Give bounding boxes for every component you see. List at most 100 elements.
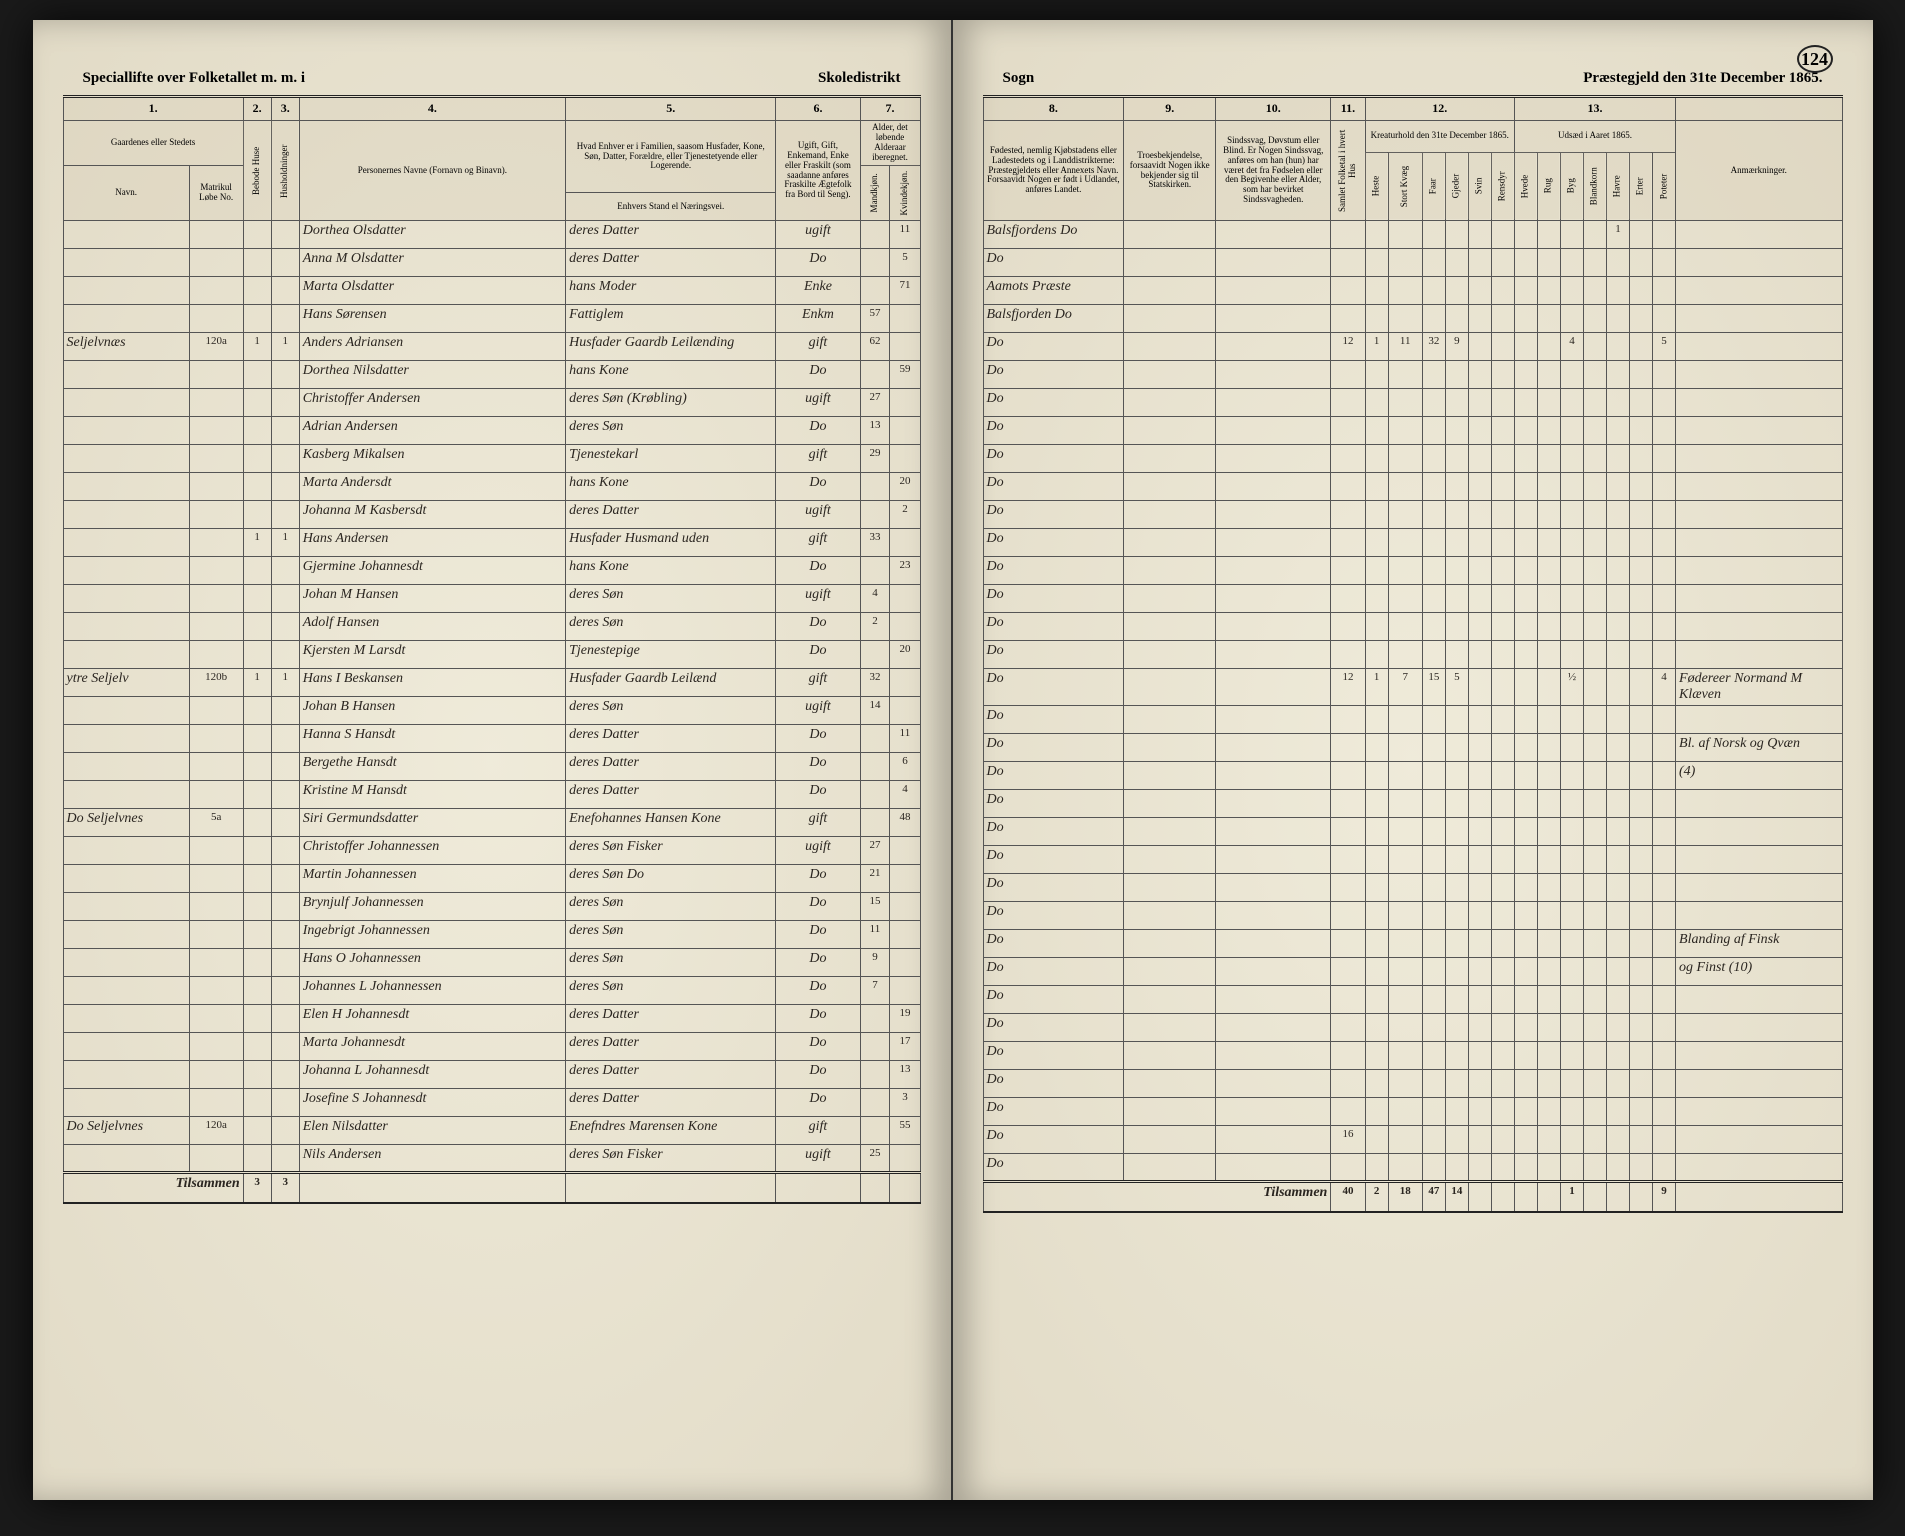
cell-popcount [1331,986,1365,1014]
cell-birthplace: Do [983,734,1124,762]
cell-sow-1 [1537,1042,1560,1070]
cell-faith [1124,333,1216,361]
cell-popcount [1331,221,1365,249]
cell-sow-0 [1514,1154,1537,1182]
cell-livestock-5 [1491,557,1514,585]
cell-sow-4 [1606,445,1629,473]
table-row: Dorthea Nilsdatterhans KoneDo59 [63,361,920,389]
cell-popcount: 16 [1331,1126,1365,1154]
cell-name: Johannes L Johannessen [299,977,565,1005]
cell-sow-0 [1514,1098,1537,1126]
cell-livestock-5 [1491,529,1514,557]
cell-remarks: Bl. af Norsk og Qvæn [1676,734,1842,762]
cell-houses [243,865,271,893]
cell-remarks: Fødereer Normand M Klæven [1676,669,1842,706]
cell-sow-1 [1537,305,1560,333]
col-label-houses: Bebode Huse [243,121,271,221]
col-num-9: 9. [1124,97,1216,121]
cell-livestock-5 [1491,874,1514,902]
cell-sow-0 [1514,874,1537,902]
cell-farm [63,1061,189,1089]
cell-livestock-1 [1388,557,1422,585]
cell-farm [63,305,189,333]
cell-households [271,1089,299,1117]
cell-relation: deres Datter [566,1089,776,1117]
cell-matno [189,389,243,417]
cell-sow-0 [1514,902,1537,930]
cell-livestock-2 [1422,221,1445,249]
table-row: Johanna L Johannesdtderes DatterDo13 [63,1061,920,1089]
cell-livestock-3 [1445,790,1468,818]
cell-name: Adrian Andersen [299,417,565,445]
cell-households [271,753,299,781]
cell-sow-2 [1560,1154,1583,1182]
cell-disabled [1216,706,1331,734]
cell-name: Johanna L Johannesdt [299,1061,565,1089]
cell-livestock-1 [1388,762,1422,790]
cell-remarks [1676,790,1842,818]
cell-sow-4 [1606,641,1629,669]
table-row: Kristine M Hansdtderes DatterDo4 [63,781,920,809]
rfoot-7 [1514,1182,1537,1212]
cell-name: Hans O Johannessen [299,949,565,977]
cell-marital: ugift [776,221,860,249]
cell-farm [63,1033,189,1061]
cell-birthplace: Balsfjordens Do [983,221,1124,249]
rfoot-9: 1 [1560,1182,1583,1212]
cell-sow-5 [1629,669,1652,706]
cell-age-f: 5 [890,249,920,277]
cell-birthplace: Do [983,669,1124,706]
cell-sow-2 [1560,818,1583,846]
cell-livestock-4 [1468,790,1491,818]
cell-sow-1 [1537,333,1560,361]
cell-birthplace: Do [983,501,1124,529]
cell-farm [63,389,189,417]
cell-livestock-1 [1388,641,1422,669]
cell-houses [243,1061,271,1089]
cell-livestock-1 [1388,529,1422,557]
cell-remarks [1676,249,1842,277]
cell-name: Christoffer Andersen [299,389,565,417]
rfoot-13: 9 [1653,1182,1676,1212]
cell-marital: ugift [776,837,860,865]
cell-livestock-3 [1445,249,1468,277]
table-row: Do [983,641,1842,669]
cell-livestock-5 [1491,762,1514,790]
cell-farm [63,893,189,921]
cell-birthplace: Do [983,445,1124,473]
cell-age-m [860,249,890,277]
cell-livestock-5 [1491,1070,1514,1098]
cell-disabled [1216,417,1331,445]
cell-sow-4 [1606,277,1629,305]
cell-disabled [1216,445,1331,473]
cell-disabled [1216,1126,1331,1154]
cell-relation: deres Søn [566,893,776,921]
cell-livestock-4 [1468,641,1491,669]
cell-livestock-4 [1468,501,1491,529]
cell-livestock-5 [1491,333,1514,361]
cell-age-m: 4 [860,585,890,613]
cell-remarks [1676,1014,1842,1042]
cell-popcount [1331,1154,1365,1182]
cell-sow-5 [1629,529,1652,557]
cell-livestock-2 [1422,585,1445,613]
col-num-13: 13. [1514,97,1675,121]
col-sow-2: Byg [1560,152,1583,220]
cell-livestock-3 [1445,445,1468,473]
cell-age-m: 32 [860,669,890,697]
cell-sow-3 [1583,762,1606,790]
cell-livestock-0 [1365,277,1388,305]
cell-houses [243,501,271,529]
cell-faith [1124,669,1216,706]
table-row: Christoffer Andersenderes Søn (Krøbling)… [63,389,920,417]
cell-sow-3 [1583,790,1606,818]
cell-livestock-2: 15 [1422,669,1445,706]
cell-age-f [890,613,920,641]
cell-name: Marta Johannesdt [299,1033,565,1061]
cell-name: Elen Nilsdatter [299,1117,565,1145]
cell-remarks [1676,846,1842,874]
page-number: 124 [1797,45,1833,73]
cell-livestock-5 [1491,277,1514,305]
cell-disabled [1216,613,1331,641]
cell-livestock-1 [1388,874,1422,902]
